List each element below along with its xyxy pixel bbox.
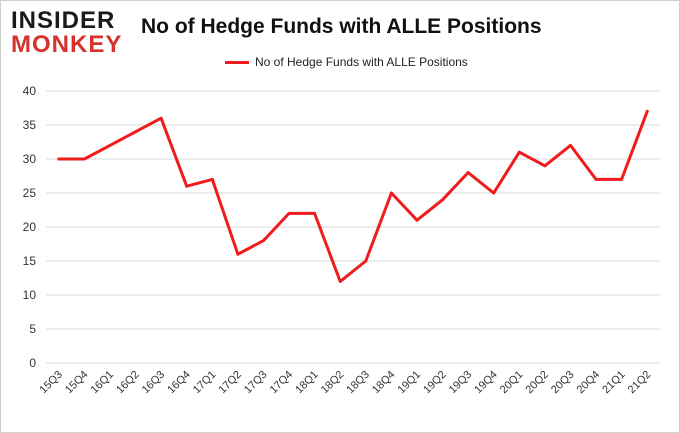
logo-line-1: INSIDER bbox=[11, 7, 116, 34]
x-tick-label: 20Q4 bbox=[575, 369, 603, 397]
data-point bbox=[261, 239, 265, 243]
y-tick-label: 40 bbox=[23, 84, 37, 98]
chart-legend: No of Hedge Funds with ALLE Positions bbox=[225, 55, 468, 69]
data-point bbox=[389, 191, 393, 195]
data-point bbox=[492, 191, 496, 195]
x-tick-label: 19Q1 bbox=[396, 369, 424, 397]
data-point bbox=[134, 130, 138, 134]
data-point bbox=[620, 177, 624, 181]
series-line bbox=[57, 109, 649, 283]
data-point bbox=[645, 109, 649, 113]
x-tick-label: 20Q3 bbox=[549, 369, 577, 397]
insider-monkey-logo: INSIDER MONKEY bbox=[9, 7, 129, 59]
x-tick-label: 16Q4 bbox=[165, 369, 193, 397]
x-tick-label: 19Q2 bbox=[421, 369, 449, 397]
data-point bbox=[108, 143, 112, 147]
y-tick-label: 15 bbox=[23, 254, 37, 268]
data-point bbox=[543, 164, 547, 168]
x-tick-label: 15Q3 bbox=[37, 369, 65, 397]
data-point bbox=[517, 150, 521, 154]
y-tick-label: 25 bbox=[23, 186, 37, 200]
logo-line-2: MONKEY bbox=[11, 31, 123, 58]
x-tick-label: 18Q4 bbox=[370, 369, 398, 397]
x-tick-label: 17Q3 bbox=[242, 369, 270, 397]
y-tick-label: 5 bbox=[29, 322, 36, 336]
y-tick-label: 20 bbox=[23, 220, 37, 234]
x-tick-label: 19Q3 bbox=[447, 369, 475, 397]
legend-swatch bbox=[225, 60, 249, 64]
data-point bbox=[210, 177, 214, 181]
data-point bbox=[185, 184, 189, 188]
y-tick-label: 0 bbox=[29, 356, 36, 370]
data-point bbox=[568, 143, 572, 147]
legend-label: No of Hedge Funds with ALLE Positions bbox=[255, 55, 468, 69]
y-tick-label: 35 bbox=[23, 118, 37, 132]
x-tick-label: 21Q1 bbox=[600, 369, 628, 397]
y-tick-label: 30 bbox=[23, 152, 37, 166]
x-tick-label: 20Q1 bbox=[498, 369, 526, 397]
data-point bbox=[594, 177, 598, 181]
x-tick-label: 20Q2 bbox=[523, 369, 551, 397]
x-tick-label: 17Q2 bbox=[216, 369, 244, 397]
data-point bbox=[466, 171, 470, 175]
data-point bbox=[313, 211, 317, 215]
data-point bbox=[159, 116, 163, 120]
x-tick-label: 16Q1 bbox=[89, 369, 117, 397]
data-point bbox=[82, 157, 86, 161]
x-tick-label: 16Q2 bbox=[114, 369, 142, 397]
x-tick-label: 18Q3 bbox=[344, 369, 372, 397]
chart-title: No of Hedge Funds with ALLE Positions bbox=[141, 15, 542, 38]
x-tick-label: 17Q4 bbox=[268, 369, 296, 397]
data-point bbox=[441, 198, 445, 202]
data-point bbox=[415, 218, 419, 222]
y-tick-label: 10 bbox=[23, 288, 37, 302]
x-tick-label: 16Q3 bbox=[140, 369, 168, 397]
data-point bbox=[338, 279, 342, 283]
data-point bbox=[364, 259, 368, 263]
data-point bbox=[57, 157, 61, 161]
x-tick-label: 17Q1 bbox=[191, 369, 219, 397]
x-tick-label: 15Q4 bbox=[63, 369, 91, 397]
x-tick-label: 21Q2 bbox=[626, 369, 654, 397]
x-tick-label: 18Q2 bbox=[319, 369, 347, 397]
x-tick-label: 19Q4 bbox=[472, 369, 500, 397]
data-point bbox=[236, 252, 240, 256]
x-tick-label: 18Q1 bbox=[293, 369, 321, 397]
data-point bbox=[287, 211, 291, 215]
